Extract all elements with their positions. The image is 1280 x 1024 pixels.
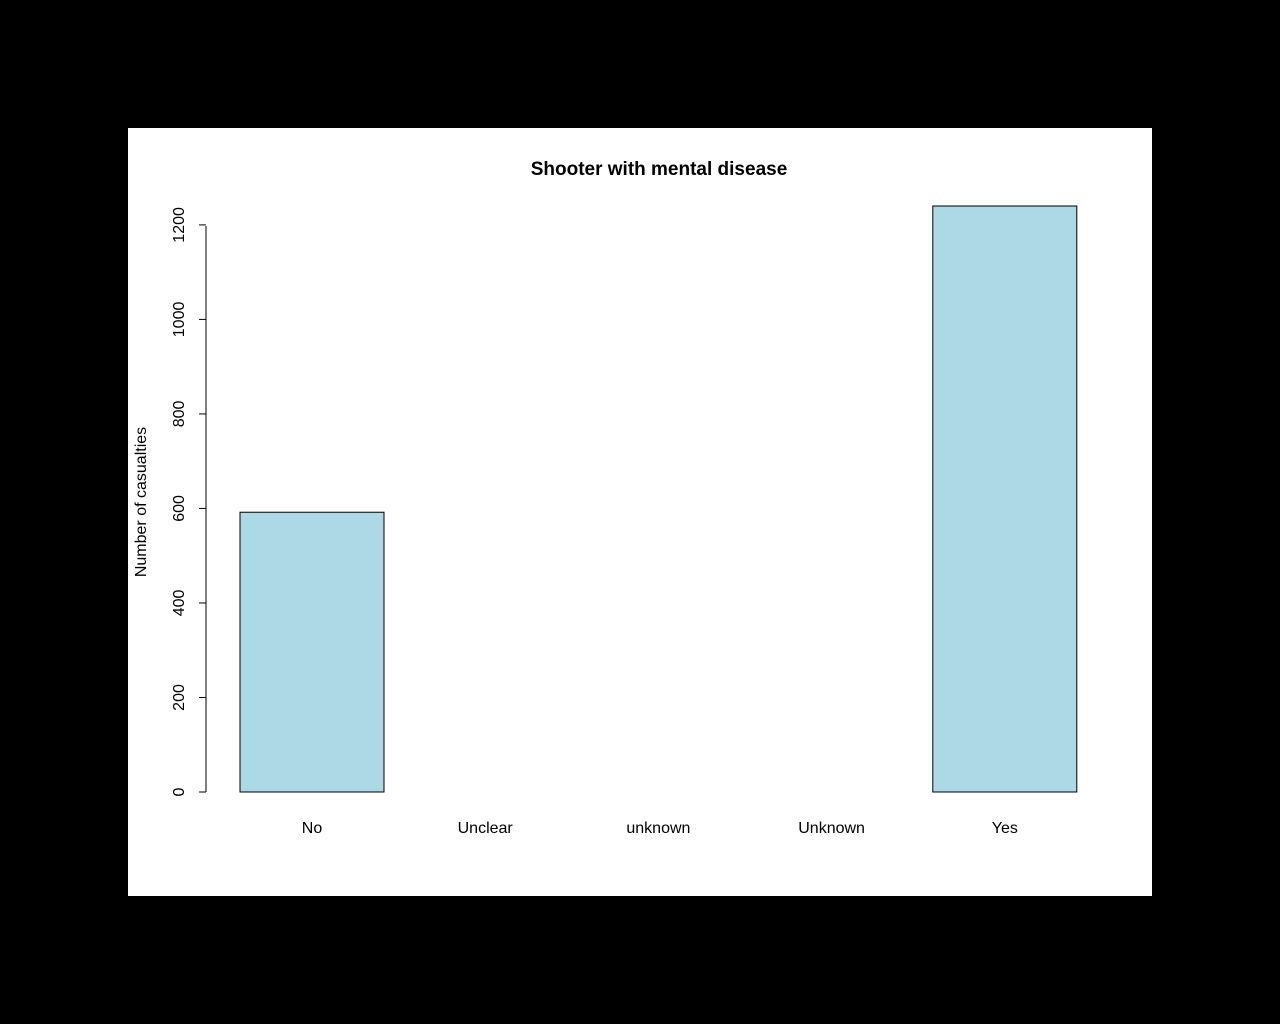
bars: [239, 205, 1078, 793]
y-axis-ticks: 0 200 400 600 800 1000 1200: [171, 207, 206, 796]
y-tick-label: 0: [171, 787, 188, 796]
x-category-label: Unknown: [798, 820, 865, 837]
bar-chart: Shooter with mental disease Number of ca…: [133, 159, 1078, 837]
chart-title: Shooter with mental disease: [531, 159, 788, 180]
bar-no: [239, 511, 385, 793]
y-tick-label: 800: [171, 400, 188, 427]
x-category-label: Unclear: [458, 820, 514, 837]
y-axis-label: Number of casualties: [133, 427, 150, 577]
y-tick-label: 400: [171, 590, 188, 617]
x-category-label: Yes: [992, 820, 1018, 837]
x-category-label: unknown: [626, 820, 690, 837]
bar-yes: [932, 205, 1078, 793]
y-tick-label: 200: [171, 684, 188, 711]
plot-panel: Shooter with mental disease Number of ca…: [128, 128, 1152, 896]
y-tick-label: 600: [171, 495, 188, 522]
y-tick-label: 1000: [171, 302, 188, 338]
x-category-label: No: [302, 820, 323, 837]
x-axis-categories: No Unclear unknown Unknown Yes: [302, 820, 1018, 837]
y-tick-label: 1200: [171, 207, 188, 243]
